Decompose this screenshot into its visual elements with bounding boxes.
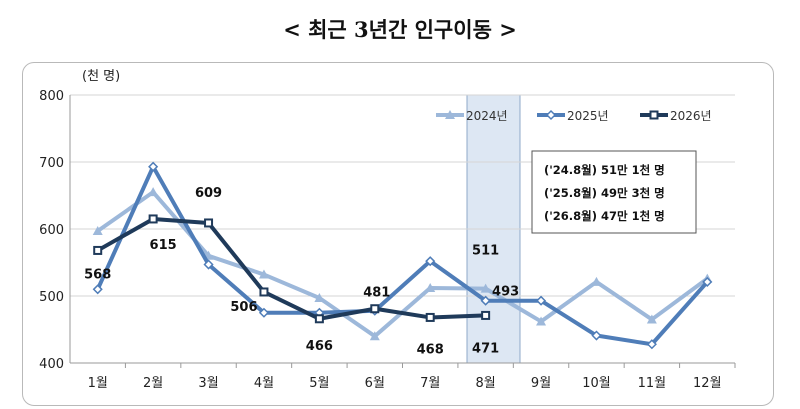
legend-item: 2024년 (436, 109, 508, 123)
data-label: 568 (84, 267, 111, 282)
y-tick-label: 400 (39, 357, 64, 372)
x-tick-label: 10월 (582, 376, 611, 391)
data-label: 481 (363, 286, 390, 301)
data-point (702, 276, 713, 287)
data-point (535, 295, 547, 306)
annotation-line-1: ('24.8월) 51만 1천 명 (544, 163, 665, 177)
data-point (370, 304, 380, 314)
legend-label: 2025년 (567, 109, 609, 123)
data-point (480, 283, 491, 293)
annotation-line-2: ('25.8월) 49만 3천 명 (544, 186, 665, 200)
data-point (481, 310, 491, 320)
x-tick-label: 9월 (531, 376, 551, 391)
data-point (258, 269, 269, 279)
data-point (369, 331, 380, 341)
data-point (591, 330, 602, 341)
series-2025 (92, 161, 713, 350)
data-point (480, 295, 491, 306)
data-point (646, 339, 657, 350)
data-point (92, 284, 103, 295)
data-point (646, 314, 657, 324)
data-label: 468 (417, 342, 444, 357)
data-point (258, 307, 270, 318)
data-point (92, 226, 103, 236)
data-point (425, 282, 436, 292)
page-title: < 최근 3년간 인구이동 > (283, 17, 517, 42)
data-point (148, 187, 159, 197)
series-2026-line (96, 216, 486, 321)
data-point (536, 316, 547, 326)
x-tick-label: 5월 (309, 376, 329, 391)
x-tick-label: 2월 (143, 376, 163, 391)
data-label: 493 (492, 285, 519, 300)
data-point (545, 109, 557, 121)
data-point (148, 161, 159, 172)
legend-item: 2026년 (640, 109, 712, 123)
annotation-box: ('24.8월) 51만 1천 명 ('25.8월) 49만 3천 명 ('26… (531, 150, 697, 234)
y-tick-label: 600 (39, 223, 64, 238)
data-label: 609 (195, 186, 222, 201)
x-tick-label: 7월 (420, 376, 440, 391)
data-point (203, 259, 214, 270)
data-point (445, 110, 455, 119)
annotation-line-3: ('26.8월) 47만 1천 명 (544, 209, 665, 223)
data-point (591, 276, 602, 286)
series-2026 (93, 214, 491, 324)
x-tick-label: 6월 (365, 376, 385, 391)
data-point (259, 287, 269, 297)
y-tick-label: 700 (39, 156, 64, 171)
data-point (425, 256, 436, 267)
data-label: 511 (472, 244, 499, 259)
legend-label: 2024년 (466, 109, 508, 123)
legend-item: 2025년 (537, 109, 609, 123)
chart-frame (22, 62, 774, 406)
data-point (204, 218, 214, 228)
x-tick-label: 8월 (476, 376, 496, 391)
data-label: 466 (306, 339, 333, 354)
legend-label: 2026년 (670, 109, 712, 123)
x-tick-label: 3월 (198, 376, 218, 391)
data-point (93, 245, 103, 255)
legend: 2024년 2025년 2026년 (436, 109, 712, 123)
x-tick-label: 4월 (254, 376, 274, 391)
y-tick-label: 800 (39, 89, 64, 104)
data-label: 506 (230, 300, 257, 315)
y-tick-label: 500 (39, 290, 64, 305)
data-label: 615 (150, 238, 177, 253)
data-point (148, 214, 158, 224)
x-tick-label: 12월 (693, 376, 722, 391)
data-label: 471 (472, 341, 499, 356)
data-point (314, 314, 324, 324)
y-unit-label: (천 명) (82, 69, 120, 84)
data-point (314, 293, 325, 303)
x-tick-label: 1월 (88, 376, 108, 391)
data-point (649, 110, 659, 120)
data-point (425, 312, 435, 322)
series-2025-line (95, 164, 709, 347)
x-tick-label: 11월 (638, 376, 667, 391)
